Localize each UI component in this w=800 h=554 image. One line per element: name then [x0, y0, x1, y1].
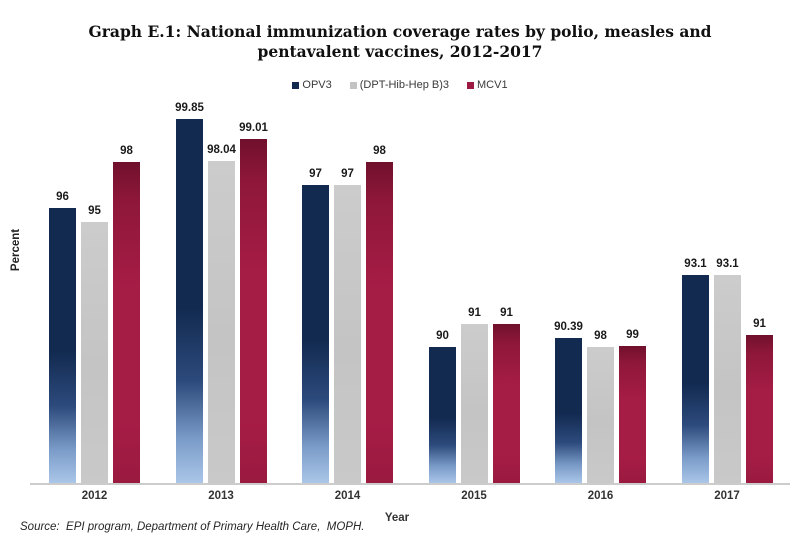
bar-dpt-hib-hepb3-2012 — [81, 222, 108, 483]
bar-mcv1-2013 — [240, 139, 267, 483]
legend-label: MCV1 — [477, 79, 508, 91]
x-axis-tick-label: 2015 — [461, 490, 487, 502]
legend-swatch-gray-icon — [349, 81, 357, 89]
bar-value-label: 98 — [120, 145, 133, 157]
bar-mcv1-2014 — [366, 162, 393, 483]
bar-value-label: 98.04 — [207, 144, 236, 156]
legend-item-mcv1: MCV1 — [467, 79, 508, 91]
legend-label: OPV3 — [302, 79, 332, 91]
x-axis-tick-label: 2016 — [587, 490, 614, 502]
bar-value-label: 95 — [88, 205, 101, 217]
bar-value-label: 91 — [753, 318, 766, 330]
y-axis-title: Percent — [10, 228, 22, 272]
bar-dpt-hib-hepb3-2016 — [587, 347, 614, 483]
bar-value-label: 99.85 — [175, 102, 204, 114]
bar-value-label: 99 — [626, 329, 639, 341]
bar-opv3-2014 — [302, 185, 329, 483]
bar-value-label: 97 — [341, 168, 354, 180]
x-axis-tick-label: 2013 — [208, 490, 234, 502]
legend-item-dpt: (DPT-Hib-Hep B)3 — [349, 79, 450, 91]
x-axis-tick-label: 2014 — [334, 490, 361, 502]
bar-value-label: 99.01 — [239, 122, 268, 134]
x-axis-tick-label: 2012 — [81, 490, 108, 502]
bar-opv3-2013 — [176, 119, 203, 483]
x-axis-tick-label: 2017 — [714, 490, 740, 502]
bar-dpt-hib-hepb3-2014 — [334, 185, 361, 483]
source-note: Source: EPI program, Department of Prima… — [20, 521, 365, 533]
chart-title: Graph E.1: National immunization coverag… — [0, 22, 800, 62]
legend-label: (DPT-Hib-Hep B)3 — [359, 79, 450, 91]
bar-value-label: 98 — [594, 330, 607, 342]
bar-opv3-2015 — [429, 347, 456, 483]
bar-value-label: 90 — [436, 330, 449, 342]
bar-mcv1-2017 — [746, 335, 773, 483]
legend-swatch-navy-icon — [292, 81, 300, 89]
bar-dpt-hib-hepb3-2013 — [208, 161, 235, 483]
legend-swatch-red-icon — [467, 81, 475, 89]
chart-title-line2: pentavalent vaccines, 2012-2017 — [257, 42, 543, 61]
bar-opv3-2016 — [555, 338, 582, 483]
bar-value-label: 91 — [468, 307, 481, 319]
bar-dpt-hib-hepb3-2015 — [461, 324, 488, 483]
x-axis-title: Year — [384, 512, 410, 524]
legend-item-opv3: OPV3 — [292, 79, 332, 91]
bar-value-label: 90.39 — [554, 321, 583, 333]
bar-mcv1-2015 — [493, 324, 520, 483]
x-axis-line — [30, 483, 790, 485]
bar-value-label: 96 — [56, 191, 69, 203]
bar-dpt-hib-hepb3-2017 — [714, 275, 741, 483]
bar-mcv1-2012 — [113, 162, 140, 483]
bar-value-label: 93.1 — [716, 258, 739, 270]
chart-title-line1: Graph E.1: National immunization coverag… — [88, 22, 712, 41]
bar-opv3-2017 — [682, 275, 709, 483]
bar-value-label: 93.1 — [684, 258, 707, 270]
bar-opv3-2012 — [49, 208, 76, 483]
bar-value-label: 97 — [309, 168, 322, 180]
bar-mcv1-2016 — [619, 346, 646, 483]
bar-value-label: 98 — [373, 145, 386, 157]
bar-value-label: 91 — [500, 307, 513, 319]
legend: OPV3 (DPT-Hib-Hep B)3 MCV1 — [0, 79, 800, 91]
